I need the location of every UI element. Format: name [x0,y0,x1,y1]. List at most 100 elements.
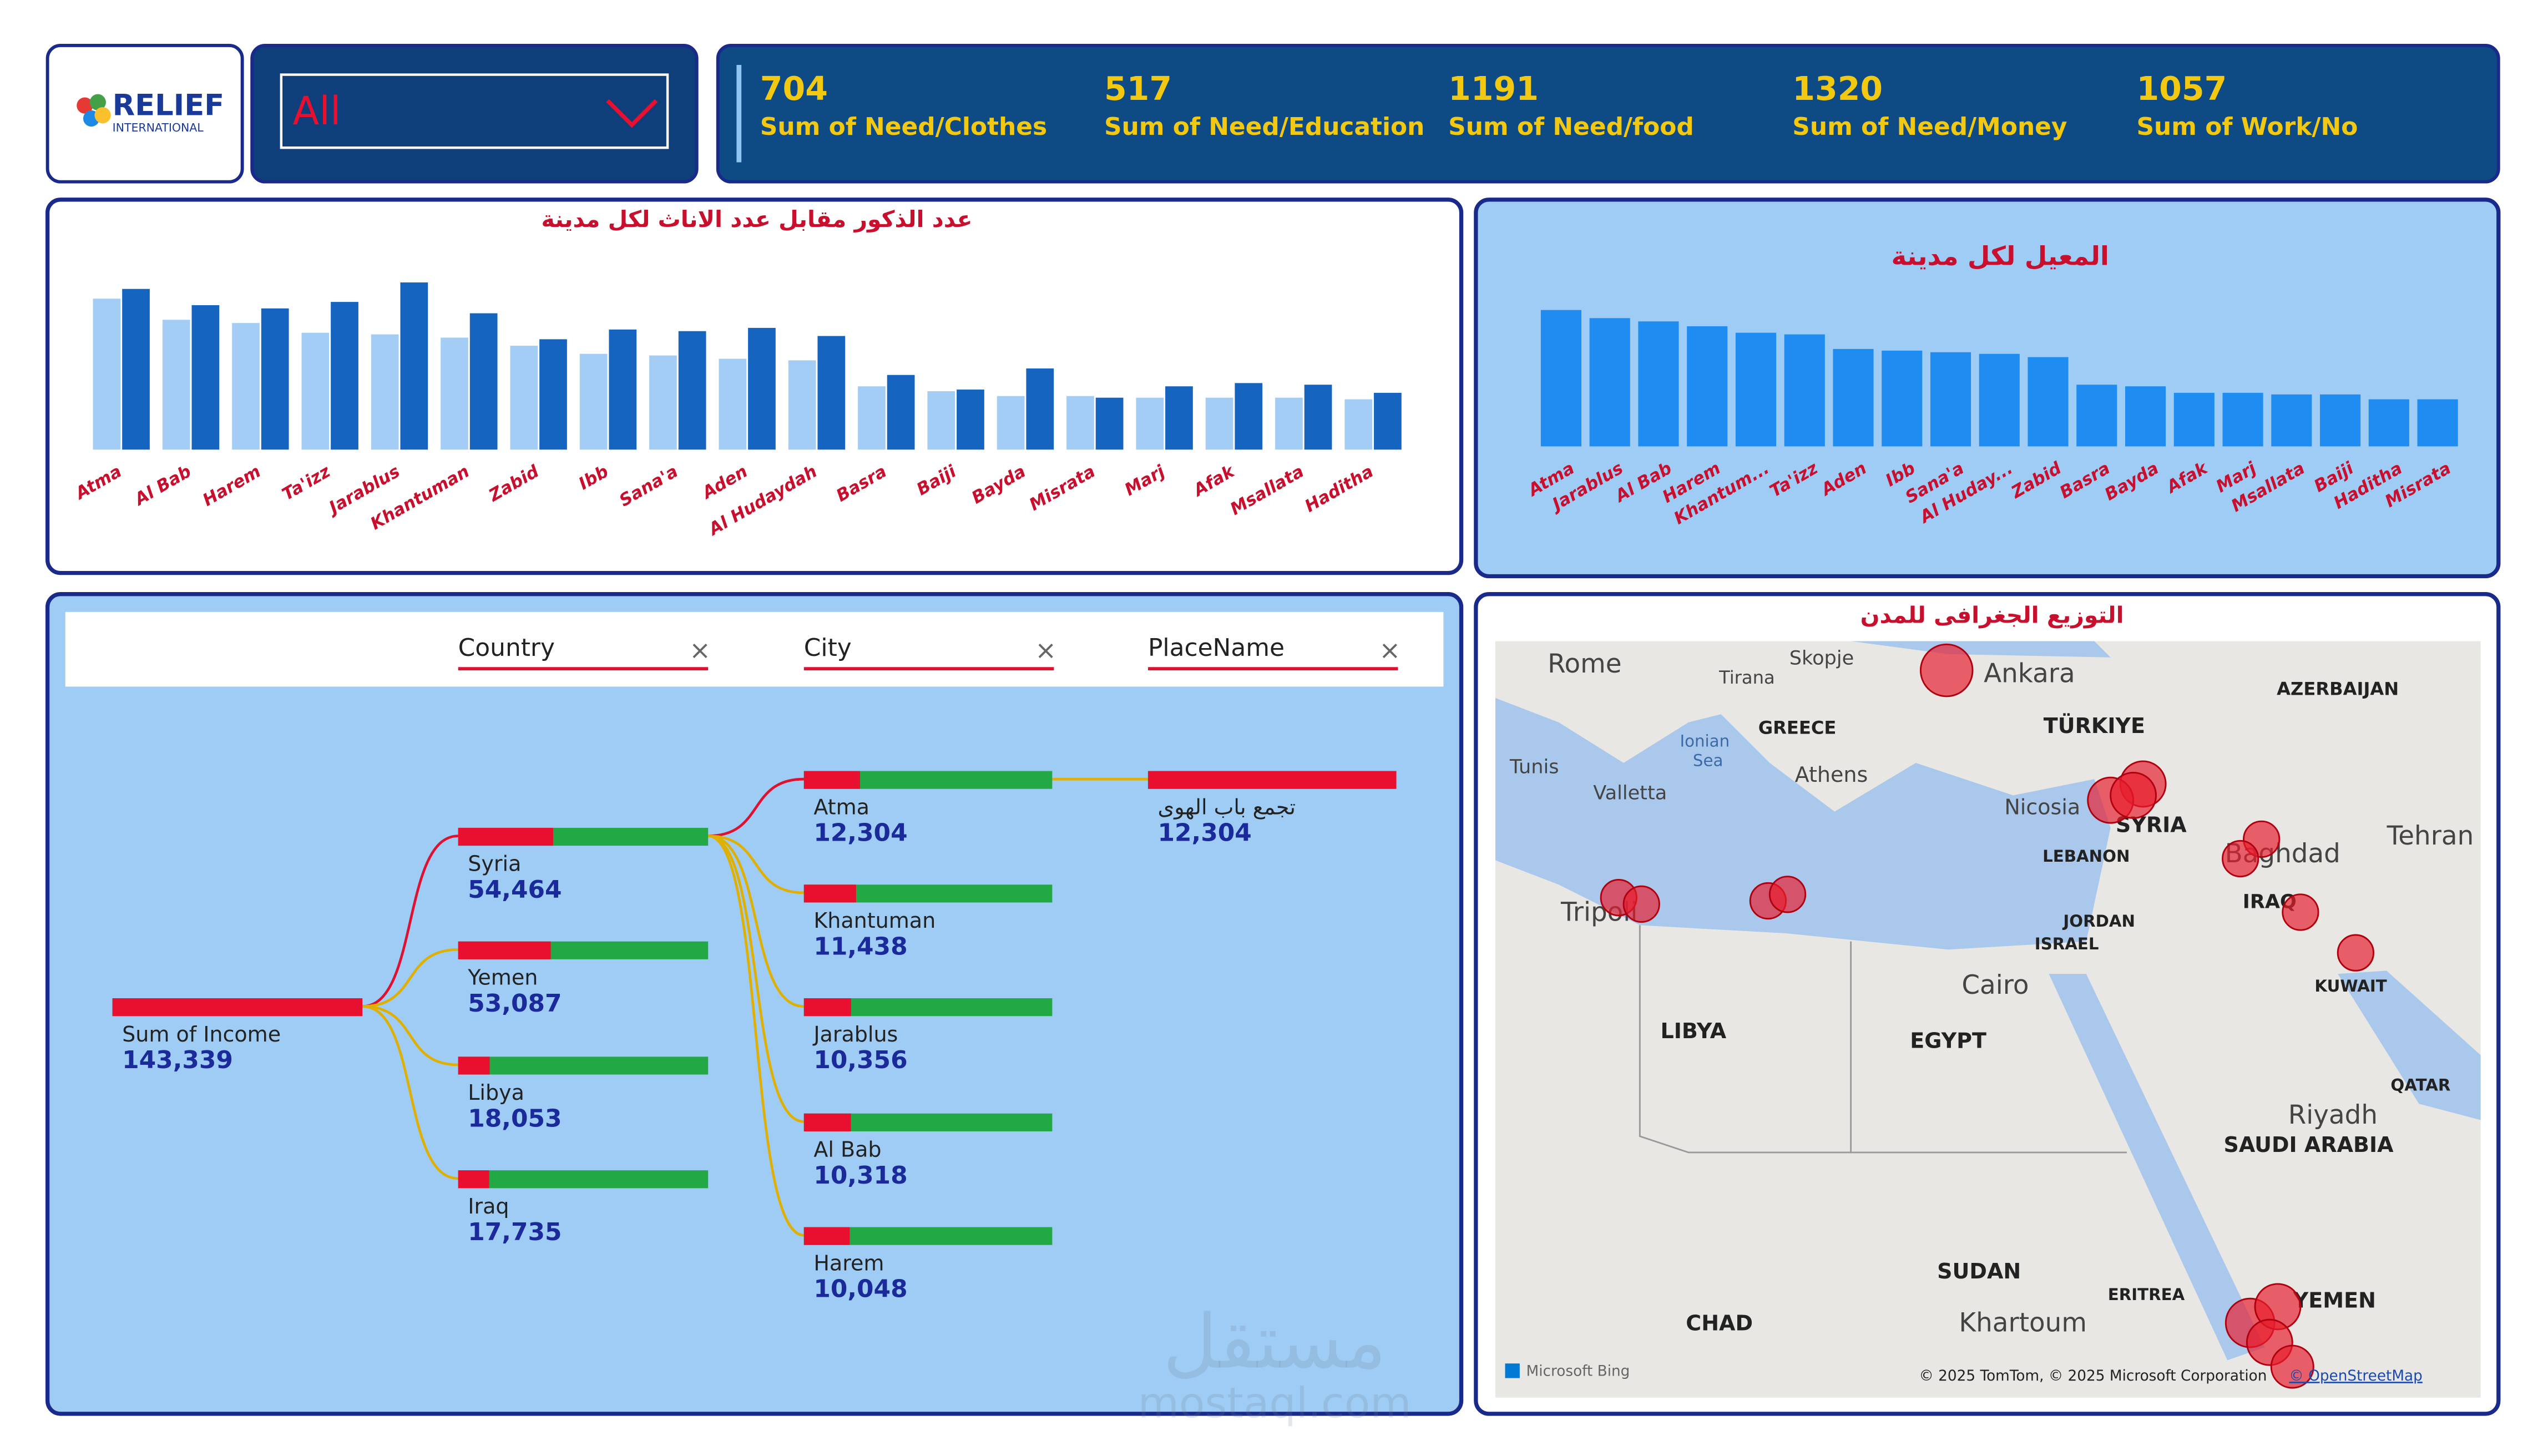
bubble[interactable] [1768,876,1807,913]
bar [649,355,677,450]
map-label: LIBYA [1661,1019,1727,1043]
connector [362,1005,458,1066]
bar [1066,396,1094,450]
bar [539,339,567,450]
tree-bar[interactable] [112,998,363,1017]
dropdown-chevron[interactable] [606,99,658,128]
kpi-label: Sum of Need/Money [1792,113,2067,141]
bar [2173,392,2215,447]
bar [232,323,260,450]
kpi-label: Sum of Need/Clothes [760,113,1047,141]
map-label: ERITREA [2108,1285,2185,1304]
tree-node-value: 12,304 [1158,819,1252,847]
bubble[interactable] [2222,840,2259,878]
bar [1882,350,1923,447]
tree-node-name: Harem [813,1251,884,1275]
tree-bar[interactable] [803,884,856,903]
tree-node-name: Atma [813,795,869,819]
map-label: Ionian [1680,731,1730,750]
tree-bar[interactable] [458,827,553,846]
bar [887,375,915,450]
bubble[interactable] [1919,643,1974,697]
bar [2417,399,2458,447]
chart-title: عدد الذكور مقابل عدد الاناث لكل مدينة [541,206,972,232]
map-bing: Microsoft Bing [1526,1363,1630,1379]
bar [957,390,984,450]
remove-level[interactable] [1382,644,1397,659]
map-label: Ankara [1984,659,2075,689]
map-label: SUDAN [1937,1259,2021,1283]
bar [1589,318,1630,447]
tree-bar[interactable] [803,1113,851,1131]
bar [510,346,538,450]
tree-bar[interactable] [803,771,860,789]
tree-bar[interactable] [803,1227,850,1245]
bubble[interactable] [2282,893,2319,931]
tree-bar[interactable] [458,1170,489,1189]
bar [1687,326,1728,447]
map-label: SAUDI ARABIA [2224,1133,2394,1157]
connector [708,777,804,837]
chart-title: المعيل لكل مدينة [1891,242,2109,272]
tree-bar-track [458,1170,709,1189]
logo-subtext: INTERNATIONAL [113,121,204,134]
bar [1344,399,1373,450]
bar [1784,334,1825,447]
bar [400,282,428,450]
connector [708,835,804,1123]
tree-bar[interactable] [458,1056,490,1075]
map-label: Tirana [1718,667,1775,688]
remove-level[interactable] [1038,644,1053,659]
connector [362,835,458,1008]
remove-level[interactable] [692,644,707,659]
kpi-label: Sum of Work/No [2136,113,2358,141]
bar [2368,399,2409,447]
kpi-value: 704 [760,70,828,108]
tree-bar[interactable] [458,941,551,959]
bubble[interactable] [1622,885,1660,923]
tree-bar[interactable] [803,998,851,1017]
bar [1638,321,1679,447]
logo-icon [77,94,111,127]
bar [1205,397,1233,450]
map-label: Athens [1795,762,1868,787]
bar [788,360,816,450]
map-osm-link[interactable]: © OpenStreetMap [2289,1368,2422,1384]
bar [162,320,190,450]
kpi-group: 704 Sum of Need/Clothes 517 Sum of Need/Edu… [760,70,2358,141]
map-label: AZERBAIJAN [2277,678,2399,699]
bar [2076,385,2117,447]
bar [2028,357,2069,447]
connector [708,835,804,1008]
bar [817,336,846,450]
map-label: GREECE [1758,717,1837,738]
bar [301,332,330,450]
bubble[interactable] [2270,1344,2314,1389]
bar [1979,353,2020,447]
tree-node-name: Al Bab [813,1138,881,1162]
bar [261,308,289,450]
tree-panel [45,592,1464,1416]
map-label: CHAD [1686,1311,1753,1336]
kpi-label: Sum of Need/Education [1104,113,1424,141]
bar [122,289,150,450]
tree-bar[interactable] [1147,771,1397,789]
tree-node-value: 12,304 [813,819,907,847]
kpi-value: 517 [1104,70,1172,108]
slicer-value[interactable]: All [292,88,341,134]
tree-node-name: Iraq [468,1194,509,1219]
slicer-dropdown[interactable] [280,73,669,149]
map-label: Skopje [1789,647,1854,670]
kpi-value: 1057 [2136,70,2227,108]
tree-node-value: 17,735 [468,1218,562,1246]
bubble[interactable] [2110,771,2157,819]
bar [1136,397,1164,450]
watermark: مستقل [1163,1298,1387,1386]
bar [997,396,1025,450]
tree-node-value: 10,356 [813,1046,907,1074]
map-label: Rome [1548,649,1621,679]
map-label: YEMEN [2293,1288,2376,1313]
bar [469,313,498,450]
bubble[interactable] [2337,934,2375,972]
